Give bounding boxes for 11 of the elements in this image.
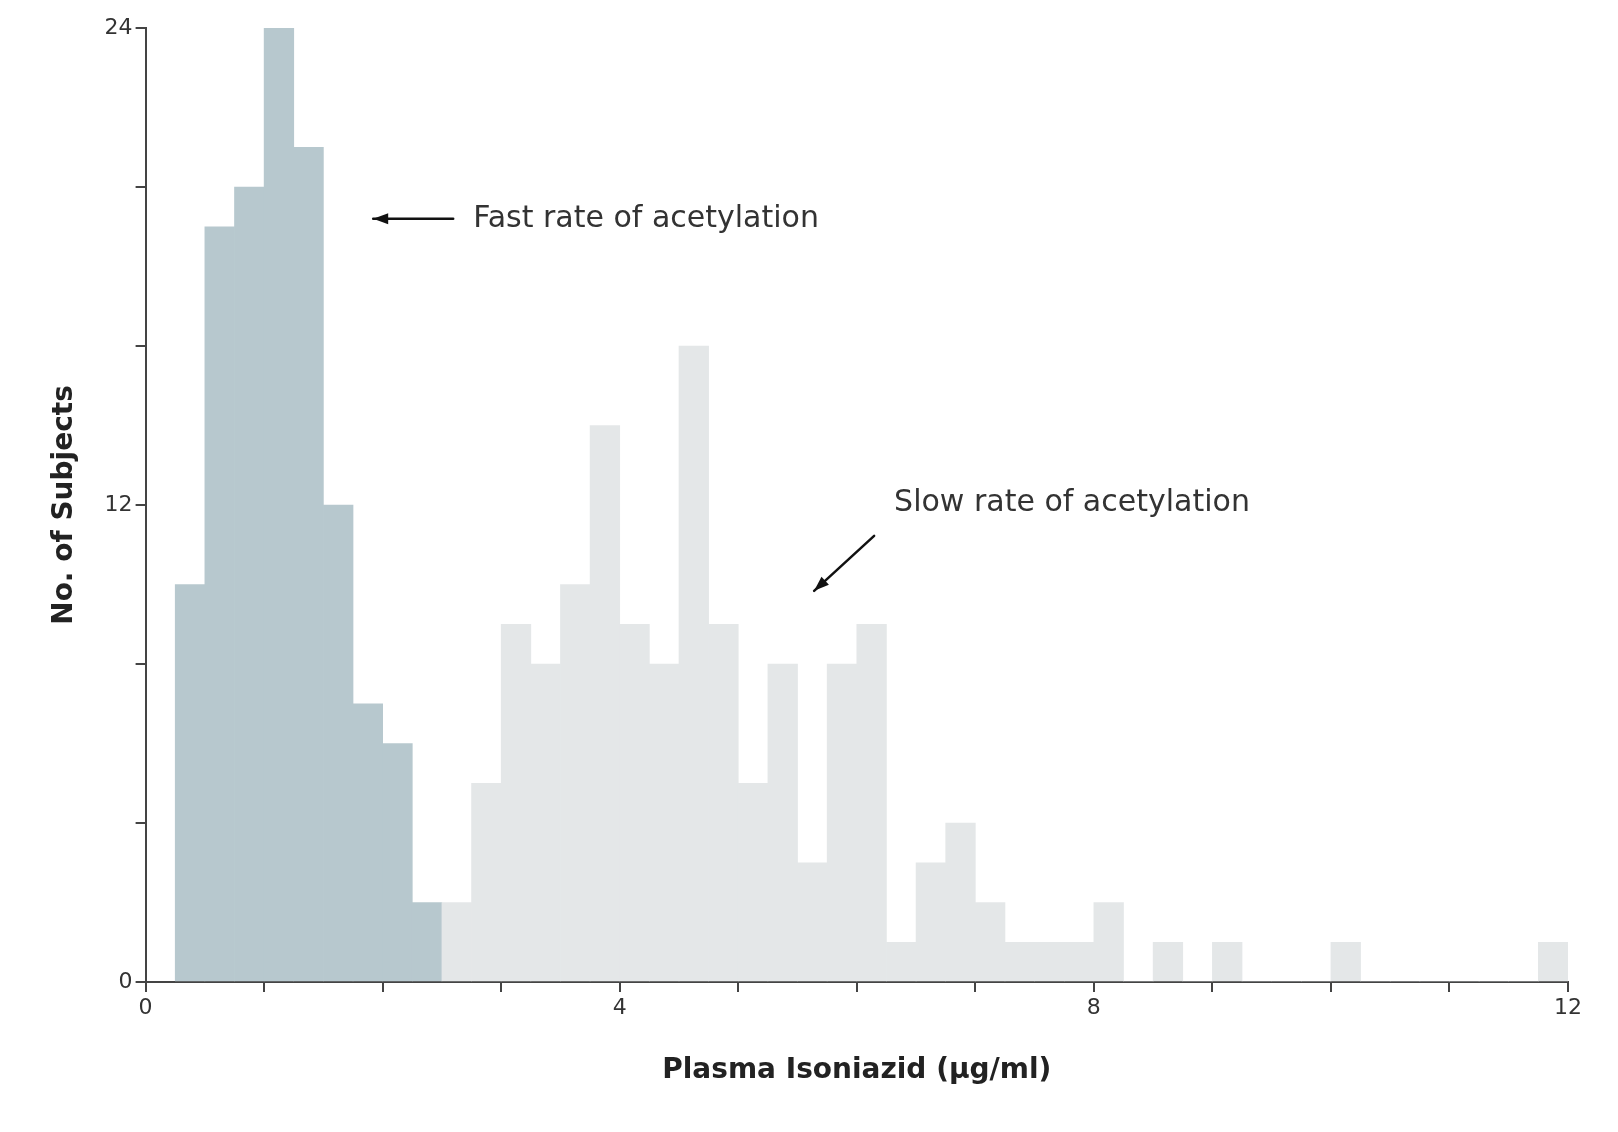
annotation: Fast rate of acetylation — [473, 198, 819, 234]
x-tick-label: 4 — [612, 993, 627, 1019]
y-tick-label: 12 — [104, 490, 133, 516]
y-tick-label: 24 — [104, 13, 133, 39]
y-axis-title: No. of Subjects — [46, 385, 80, 625]
x-axis-title: Plasma Isoniazid (μg/ml) — [662, 1052, 1052, 1086]
x-tick-label: 12 — [1554, 993, 1582, 1019]
y-tick-label: 0 — [118, 967, 133, 993]
annotation: Slow rate of acetylation — [894, 482, 1250, 518]
x-tick-label: 8 — [1086, 993, 1101, 1019]
x-tick-label: 0 — [138, 993, 153, 1019]
